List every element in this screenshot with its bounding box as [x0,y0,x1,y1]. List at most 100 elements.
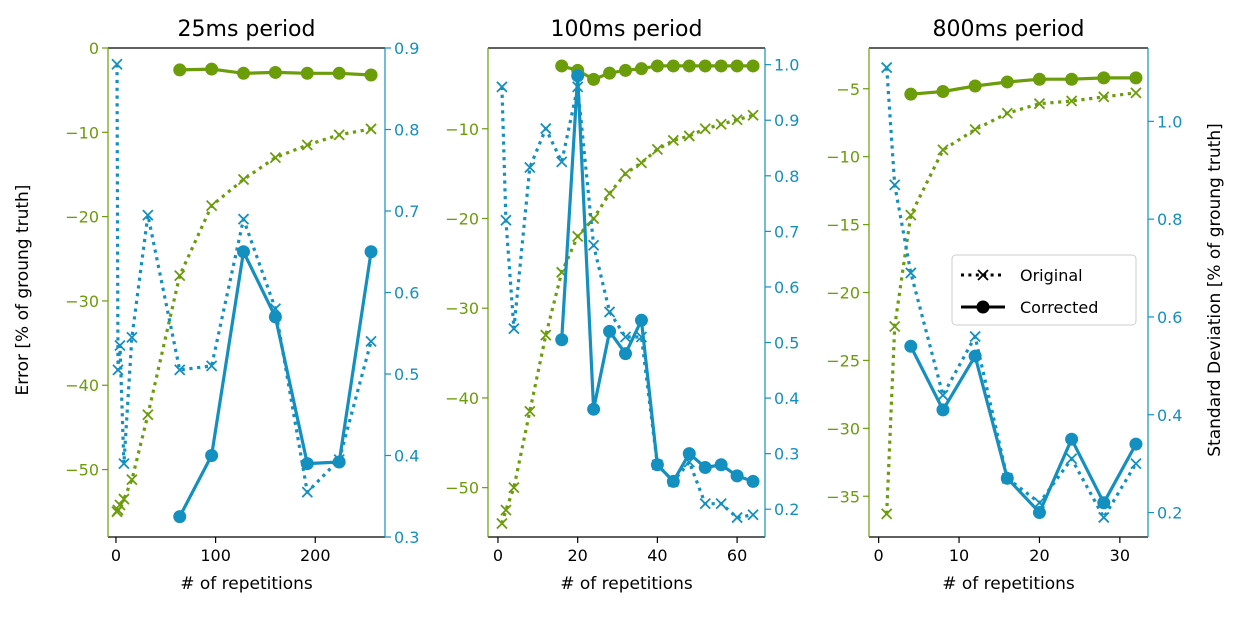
error-corrected-point [666,59,680,73]
std-corrected-point [555,333,569,347]
std-original-point [603,306,616,318]
y-left-tick-label: −10 [65,123,99,142]
x-tick-label: 40 [647,546,667,565]
x-tick-label: 20 [1029,546,1049,565]
legend: Original Corrected [951,254,1137,326]
y-left-tick-label: −30 [826,419,860,438]
error-corrected-point [682,59,696,73]
error-original-point [496,517,508,530]
std-original-point [556,156,568,168]
y-right-tick-label: 0.8 [1157,210,1182,229]
std-corrected-point [1097,496,1111,510]
y-left-tick-label: 0 [89,39,99,58]
std-original-point [540,122,552,135]
y-right-tick-label: 0.5 [394,365,419,384]
error-corrected-point [555,59,569,73]
y-right-tick-label: 0.8 [774,167,799,186]
std-corrected-point [1000,471,1014,485]
y-right-tick-label: 0.6 [1157,308,1182,327]
std-original-point [174,364,186,376]
y-left-tick-label: −40 [445,389,479,408]
std-corrected-point [268,310,282,324]
std-original-point [747,509,759,521]
std-corrected-line [178,250,373,518]
error-corrected-point [904,87,918,101]
std-corrected-line [909,345,1138,515]
std-original-point [1130,458,1142,470]
std-corrected-point [666,474,680,488]
error-original-point [667,134,679,147]
chart-title: 25ms period [178,17,316,42]
std-original-point [715,498,727,510]
error-corrected-point [603,66,617,80]
x-tick-label: 100 [200,546,231,565]
error-original-point [619,167,632,180]
error-original-point [635,157,648,169]
error-original-point [969,123,981,136]
error-original-point [142,409,154,421]
error-original-point [603,187,616,199]
x-tick-label: 0 [111,546,121,565]
std-corrected-point [332,455,346,469]
error-original-point [1098,91,1110,103]
std-original-point [118,458,130,470]
std-original-point [142,209,154,221]
y-left-tick-label: −50 [65,461,99,480]
std-corrected-point [300,457,314,471]
y-right-tick-label: 0.7 [394,202,419,221]
y-left-tick-label: −5 [836,80,860,99]
std-corrected-point [730,469,744,483]
y-right-tick-label: 1.0 [1157,112,1182,131]
y-right-tick-label: 0.9 [394,39,419,58]
std-original-point [889,179,901,191]
error-original-point [683,130,695,142]
x-axis-label: # of repetitions [560,574,693,594]
error-corrected-point [332,66,346,80]
std-original-point [905,267,917,279]
error-original-point [889,320,901,333]
x-tick-label: 200 [300,546,331,565]
y-right-tick-label: 0.7 [774,222,799,241]
std-original-point [699,498,711,510]
error-corrected-point [714,59,728,73]
error-corrected-point [968,79,982,93]
error-corrected-point [634,62,648,76]
error-corrected-point [237,66,251,80]
std-corrected-point [205,449,219,462]
std-corrected-point [571,69,585,83]
y-axis-label-left: Error [% of groung truth] [13,185,33,396]
std-original-point [112,364,124,376]
std-corrected-point [634,313,648,327]
std-corrected-point [1065,432,1079,446]
chart-panels: 25ms period 0 100 200 # of repetitions 0 −10 −2… [65,17,1182,594]
error-corrected-point [587,72,601,86]
std-corrected-point [746,474,760,488]
error-corrected-point [173,63,187,77]
error-original-point [114,499,126,511]
error-original-point [905,209,917,221]
error-original-point [524,405,536,418]
chart-title: 100ms period [551,17,703,42]
std-corrected-line [560,74,754,483]
error-original-point [651,143,664,156]
y-right-tick-label: 0.4 [774,389,799,408]
std-original-point [496,81,508,93]
error-original-point [1130,87,1142,99]
std-original-point [619,331,632,343]
y-left-tick-label: −20 [445,209,479,228]
y-left-tick-label: −15 [826,216,860,235]
x-tick-label: 30 [1110,546,1130,565]
error-corrected-point [746,59,760,73]
y-right-tick-label: 0.9 [774,111,799,130]
y-left-tick-label: −20 [65,208,99,227]
std-corrected-point [714,458,728,472]
std-original-point [587,239,600,251]
y-left-tick-label: −30 [65,292,99,311]
error-original-point [118,493,130,505]
y-left-tick-label: −40 [65,376,99,395]
error-original-point [731,114,743,126]
error-original-point [333,129,345,141]
legend-original-marker [977,269,989,281]
error-corrected-point [1032,72,1046,86]
chart-title: 800ms period [933,17,1085,42]
